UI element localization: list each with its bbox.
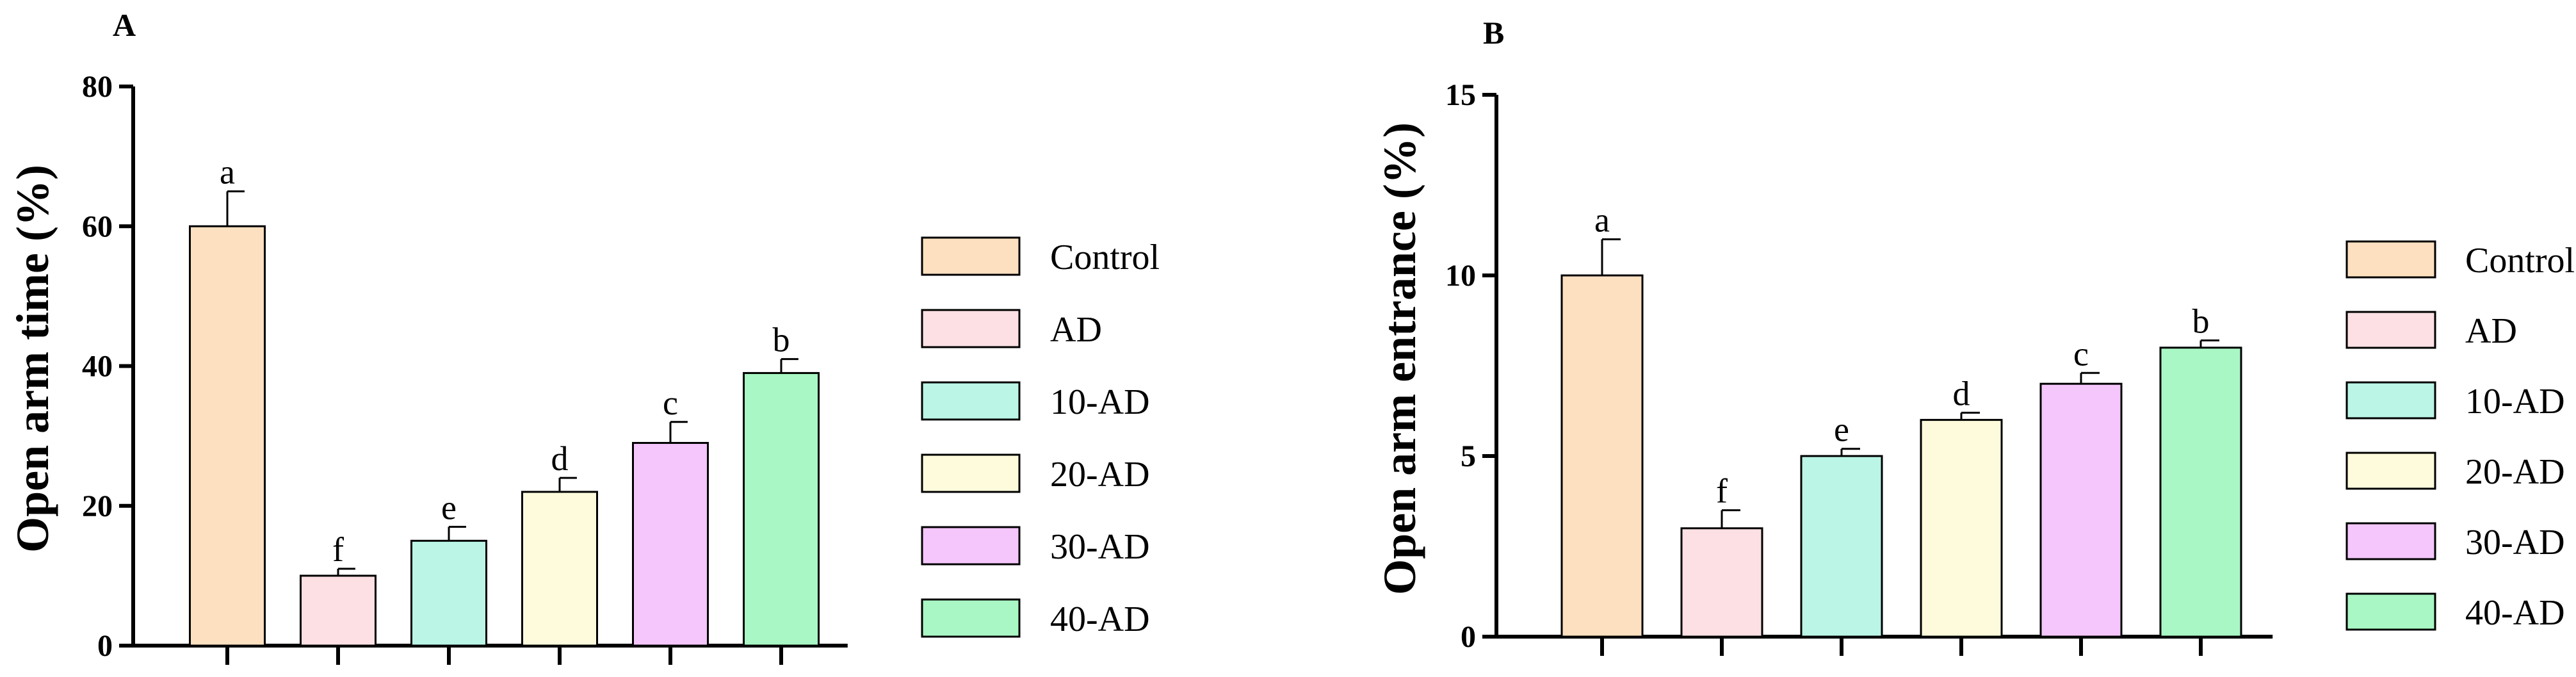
panel-b-legend-swatch-ad [2345, 311, 2436, 349]
panel-a-legend-swatch-20-ad [921, 453, 1021, 493]
panel-a-bar-30-ad [632, 442, 709, 647]
panel-a-bar-control [189, 225, 266, 647]
panel-a-legend-swatch-control [921, 236, 1021, 276]
panel-b-y-axis-title: Open arm entrance (%) [1374, 122, 1425, 595]
panel-a-bar-ad [300, 575, 377, 647]
panel-b-legend-label-30-ad: 30-AD [2465, 523, 2565, 562]
panel-a-y-tick-label: 60 [82, 209, 113, 243]
panel-b-y-tick-label: 5 [1461, 439, 1476, 473]
panel-b-bar-40-ad [2159, 347, 2242, 638]
panel-a-legend-swatch-40-ad [921, 598, 1021, 638]
panel-a-y-tick-label: 20 [82, 489, 113, 523]
panel-a-legend-label-control: Control [1050, 238, 1160, 277]
chart-panel-a: A Open arm time (%) 0 20 40 60 80 a f e d c b Con… [7, 7, 1160, 665]
panel-a-significance-10-ad: e [441, 488, 457, 526]
panel-b-bar-ad [1680, 527, 1763, 638]
panel-b-letter: B [1483, 15, 1504, 51]
panel-b-legend-swatch-40-ad [2345, 592, 2436, 631]
panel-b-bar-10-ad [1800, 455, 1883, 638]
panel-a-legend: Control AD 10-AD 20-AD 30-AD 40-AD [921, 236, 1160, 639]
panel-a-y-tick-label: 80 [82, 70, 113, 104]
panel-b-legend-label-10-ad: 10-AD [2465, 382, 2565, 421]
panel-b-y-tick-label: 0 [1461, 620, 1476, 654]
chart-panel-b: B Open arm entrance (%) 0 5 10 15 a f e d c b Co… [1374, 15, 2575, 656]
panel-b-bars: a f e d c b [1560, 201, 2242, 638]
panel-b-legend-swatch-20-ad [2345, 452, 2436, 490]
panel-b-legend-label-20-ad: 20-AD [2465, 452, 2565, 492]
panel-a-legend-swatch-10-ad [921, 381, 1021, 421]
panel-a-bar-20-ad [521, 491, 598, 647]
panel-b-legend-label-40-ad: 40-AD [2465, 593, 2565, 633]
panel-a-legend-swatch-30-ad [921, 526, 1021, 566]
panel-a-bar-10-ad [410, 539, 487, 647]
panel-a-y-tick-label: 0 [97, 629, 113, 663]
panel-b-significance-20-ad: d [1953, 374, 1970, 412]
panel-a-y-axis-title: Open arm time (%) [7, 165, 58, 553]
panel-b-y-tick-label: 15 [1445, 78, 1476, 112]
panel-a-y-tick-label: 40 [82, 350, 113, 384]
panel-a-legend-label-20-ad: 20-AD [1050, 455, 1150, 494]
panel-a-significance-control: a [220, 153, 235, 192]
panel-b-bar-30-ad [2039, 382, 2123, 638]
panel-a-letter: A [113, 7, 136, 43]
panel-a-bar-40-ad [743, 371, 820, 647]
panel-a-significance-20-ad: d [551, 439, 569, 478]
panel-b-significance-ad: f [1716, 472, 1728, 510]
panel-a-legend-label-30-ad: 30-AD [1050, 527, 1150, 567]
panel-a-legend-label-10-ad: 10-AD [1050, 382, 1150, 422]
panel-b-legend-swatch-10-ad [2345, 381, 2436, 420]
panel-b-bar-control [1560, 274, 1644, 638]
panel-a-significance-ad: f [332, 530, 344, 569]
panel-b-legend-label-control: Control [2465, 241, 2575, 281]
panel-a-significance-40-ad: b [773, 321, 790, 359]
panel-b-significance-10-ad: e [1834, 411, 1849, 449]
panel-a-bars: a f e d c b [189, 153, 820, 647]
panel-a-legend-label-ad: AD [1050, 310, 1102, 350]
panel-b-legend-label-ad: AD [2465, 311, 2517, 351]
panel-b-significance-40-ad: b [2192, 302, 2210, 341]
panel-b-significance-30-ad: c [2073, 334, 2089, 373]
panel-b-significance-control: a [1594, 201, 1610, 240]
panel-b-bar-20-ad [1920, 419, 2003, 638]
panel-a-significance-30-ad: c [663, 384, 678, 422]
panel-a-legend-swatch-ad [921, 309, 1021, 348]
panel-a-legend-label-40-ad: 40-AD [1050, 600, 1150, 639]
panel-b-y-tick-label: 10 [1445, 259, 1476, 293]
panel-b-legend-swatch-30-ad [2345, 522, 2436, 560]
panel-b-legend: Control AD 10-AD 20-AD 30-AD 40-AD [2345, 240, 2575, 633]
panel-b-legend-swatch-control [2345, 240, 2436, 279]
